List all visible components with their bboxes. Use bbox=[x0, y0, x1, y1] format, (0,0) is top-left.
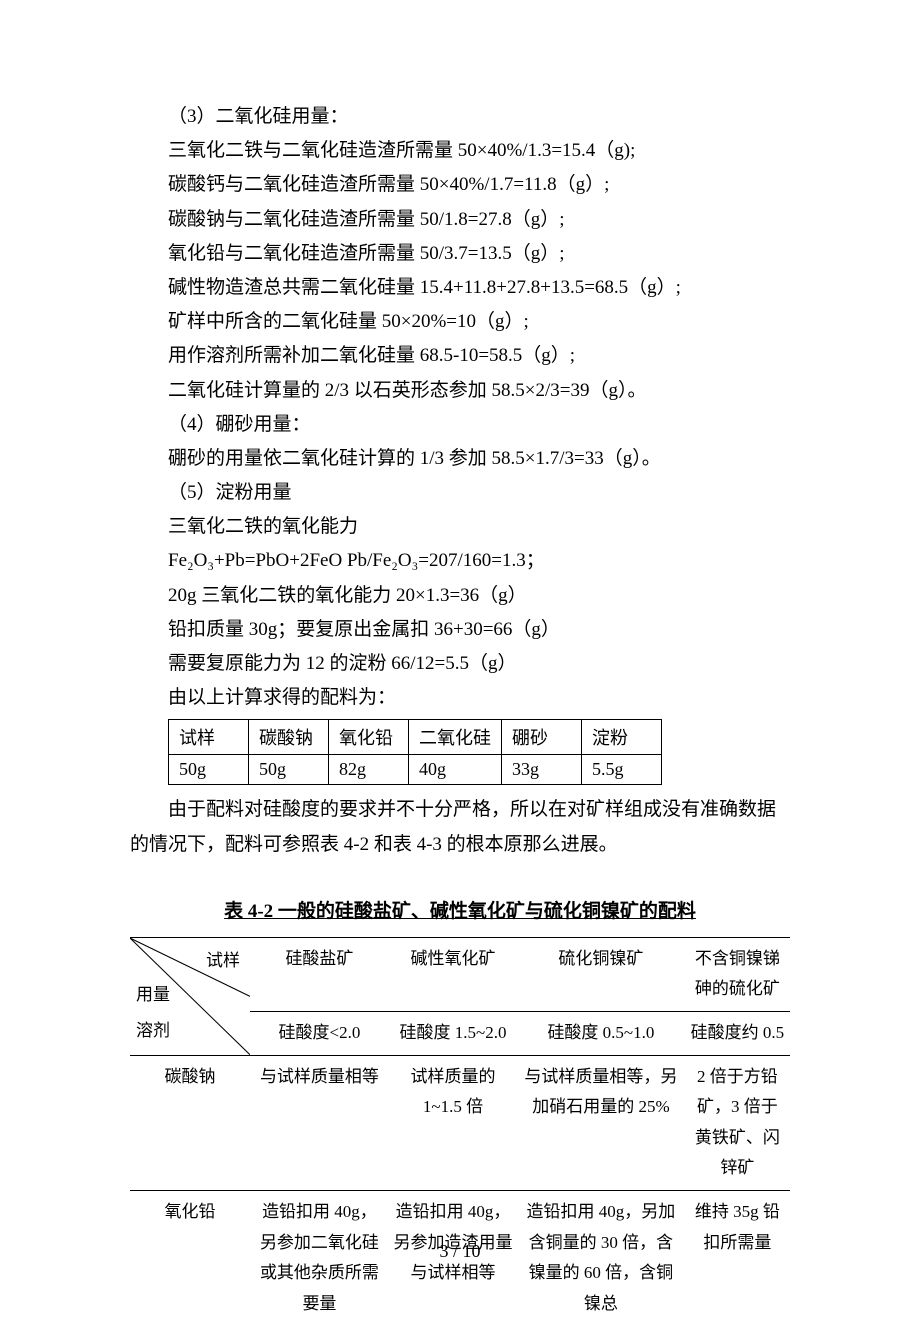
table-cell: 试样 bbox=[169, 720, 249, 755]
line-4: 碳酸钠与二氧化硅造渣所需量 50/1.8=27.8（g）; bbox=[130, 203, 790, 237]
line-16: 铅扣质量 30g；要复原出金属扣 36+30=66（g） bbox=[130, 613, 790, 647]
line-14: Fe₂O₃+Pb=PbO+2FeO Pb/Fe₂O₃=207/160=1.3； bbox=[130, 544, 790, 578]
table-header: 不含铜镍锑砷的硫化矿 bbox=[685, 937, 790, 1011]
table-row: 试样 用量 溶剂 硅酸盐矿 碱性氧化矿 硫化铜镍矿 不含铜镍锑砷的硫化矿 bbox=[130, 937, 790, 1011]
line-7: 矿样中所含的二氧化硅量 50×20%=10（g）; bbox=[130, 305, 790, 339]
line-18: 由以上计算求得的配料为： bbox=[130, 681, 790, 715]
diag-label-mid: 用量 bbox=[136, 980, 170, 1011]
line-2: 三氧化二铁与二氧化硅造渣所需量 50×40%/1.3=15.4（g); bbox=[130, 134, 790, 168]
line-3: 碳酸钙与二氧化硅造渣所需量 50×40%/1.7=11.8（g）; bbox=[130, 168, 790, 202]
table-cell: 50g bbox=[249, 755, 329, 785]
row-label: 碳酸钠 bbox=[130, 1055, 250, 1190]
page-number: 3 / 10 bbox=[0, 1241, 920, 1262]
table-cell: 与试样质量相等 bbox=[250, 1055, 389, 1190]
table-cell: 50g bbox=[169, 755, 249, 785]
line-5: 氧化铅与二氧化硅造渣所需量 50/3.7=13.5（g）; bbox=[130, 237, 790, 271]
table-row: 试样 碳酸钠 氧化铅 二氧化硅 硼砂 淀粉 bbox=[169, 720, 662, 755]
table-cell: 硅酸度约 0.5 bbox=[685, 1011, 790, 1055]
table-cell: 5.5g bbox=[582, 755, 662, 785]
table-cell: 硅酸度 1.5~2.0 bbox=[389, 1011, 517, 1055]
table-header: 硅酸盐矿 bbox=[250, 937, 389, 1011]
table-cell: 硅酸度 0.5~1.0 bbox=[517, 1011, 685, 1055]
line-13: 三氧化二铁的氧化能力 bbox=[130, 510, 790, 544]
line-6: 碱性物造渣总共需二氧化硅量 15.4+11.8+27.8+13.5=68.5（g… bbox=[130, 271, 790, 305]
diagonal-header-cell: 试样 用量 溶剂 bbox=[130, 937, 250, 1055]
table-cell: 淀粉 bbox=[582, 720, 662, 755]
paragraph-after: 由于配料对硅酸度的要求并不十分严格，所以在对矿样组成没有准确数据的情况下，配料可… bbox=[130, 793, 790, 861]
line-1: （3）二氧化硅用量： bbox=[130, 100, 790, 134]
formula-table: 试样 用量 溶剂 硅酸盐矿 碱性氧化矿 硫化铜镍矿 不含铜镍锑砷的硫化矿 硅酸度… bbox=[130, 937, 790, 1325]
table-cell: 82g bbox=[329, 755, 409, 785]
table-cell: 2 倍于方铅矿，3 倍于黄铁矿、闪锌矿 bbox=[685, 1055, 790, 1190]
big-table-title: 表 4-2 一般的硅酸盐矿、碱性氧化矿与硫化铜镍矿的配料 bbox=[130, 896, 790, 923]
ingredients-table: 试样 碳酸钠 氧化铅 二氧化硅 硼砂 淀粉 50g 50g 82g 40g 33… bbox=[168, 719, 662, 785]
main-content: （3）二氧化硅用量： 三氧化二铁与二氧化硅造渣所需量 50×40%/1.3=15… bbox=[130, 100, 790, 1325]
table-cell: 33g bbox=[502, 755, 582, 785]
line-9: 二氧化硅计算量的 2/3 以石英形态参加 58.5×2/3=39（g）。 bbox=[130, 374, 790, 408]
line-17: 需要复原能力为 12 的淀粉 66/12=5.5（g） bbox=[130, 647, 790, 681]
table-header: 碱性氧化矿 bbox=[389, 937, 517, 1011]
table-cell: 与试样质量相等，另加硝石用量的 25% bbox=[517, 1055, 685, 1190]
line-10: （4）硼砂用量： bbox=[130, 408, 790, 442]
table-cell: 40g bbox=[409, 755, 502, 785]
table-row: 50g 50g 82g 40g 33g 5.5g bbox=[169, 755, 662, 785]
table-cell: 碳酸钠 bbox=[249, 720, 329, 755]
diag-label-bottom: 溶剂 bbox=[136, 1016, 170, 1047]
table-cell: 硼砂 bbox=[502, 720, 582, 755]
table-row: 碳酸钠 与试样质量相等 试样质量的 1~1.5 倍 与试样质量相等，另加硝石用量… bbox=[130, 1055, 790, 1190]
diag-label-top: 试样 bbox=[206, 946, 240, 977]
line-15: 20g 三氧化二铁的氧化能力 20×1.3=36（g） bbox=[130, 579, 790, 613]
table-cell: 试样质量的 1~1.5 倍 bbox=[389, 1055, 517, 1190]
line-8: 用作溶剂所需补加二氧化硅量 68.5-10=58.5（g）; bbox=[130, 339, 790, 373]
table-cell: 二氧化硅 bbox=[409, 720, 502, 755]
table-cell: 氧化铅 bbox=[329, 720, 409, 755]
table-cell: 硅酸度<2.0 bbox=[250, 1011, 389, 1055]
table-header: 硫化铜镍矿 bbox=[517, 937, 685, 1011]
line-12: （5）淀粉用量 bbox=[130, 476, 790, 510]
line-11: 硼砂的用量依二氧化硅计算的 1/3 参加 58.5×1.7/3=33（g）。 bbox=[130, 442, 790, 476]
